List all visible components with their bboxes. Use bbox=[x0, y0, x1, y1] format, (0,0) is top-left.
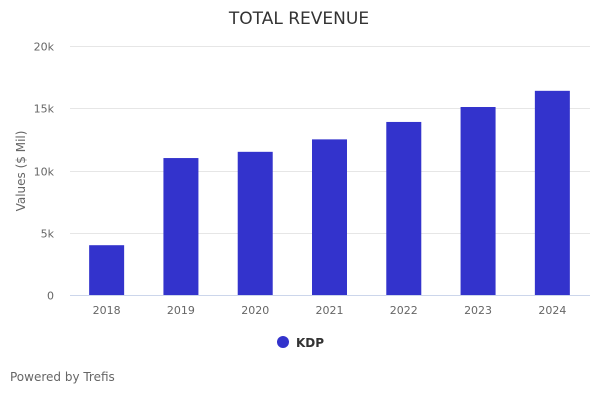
x-axis-ticks: 2018 2019 2020 2021 2022 2023 2024 bbox=[93, 304, 567, 317]
bar-2018[interactable] bbox=[89, 245, 125, 295]
y-tick-label: 0 bbox=[47, 290, 54, 303]
legend-label-kdp[interactable]: KDP bbox=[296, 336, 324, 350]
y-tick-label: 5k bbox=[41, 228, 55, 241]
legend[interactable]: KDP bbox=[277, 336, 324, 350]
bars bbox=[89, 90, 570, 295]
x-tick-label: 2018 bbox=[93, 304, 121, 317]
chart-title: TOTAL REVENUE bbox=[228, 9, 369, 29]
bar-2019[interactable] bbox=[163, 158, 199, 295]
bar-2021[interactable] bbox=[312, 139, 347, 295]
x-tick-label: 2021 bbox=[316, 304, 344, 317]
bar-2024[interactable] bbox=[534, 90, 570, 295]
y-tick-label: 15k bbox=[34, 103, 55, 116]
x-tick-label: 2024 bbox=[538, 304, 566, 317]
powered-by-credit[interactable]: Powered by Trefis bbox=[10, 370, 115, 384]
y-axis-ticks: 0 5k 10k 15k 20k bbox=[34, 41, 55, 303]
x-tick-label: 2022 bbox=[390, 304, 418, 317]
bar-2022[interactable] bbox=[386, 121, 422, 295]
y-tick-label: 10k bbox=[34, 166, 55, 179]
y-axis-title: Values ($ Mil) bbox=[14, 131, 28, 212]
bar-2020[interactable] bbox=[237, 151, 273, 295]
y-tick-label: 20k bbox=[34, 41, 55, 54]
x-tick-label: 2019 bbox=[167, 304, 195, 317]
x-tick-label: 2020 bbox=[241, 304, 269, 317]
legend-marker-kdp[interactable] bbox=[277, 336, 289, 348]
x-tick-label: 2023 bbox=[464, 304, 492, 317]
bar-2023[interactable] bbox=[460, 107, 496, 295]
